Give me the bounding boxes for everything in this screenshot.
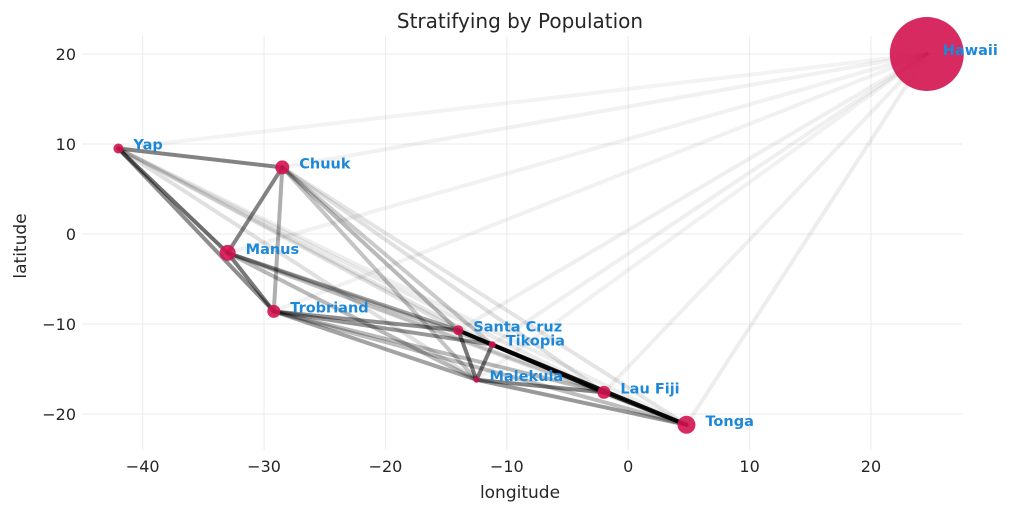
edge-line	[456, 328, 479, 382]
edge-line	[601, 52, 929, 395]
edge-line	[225, 250, 495, 347]
y-tick-label: 20	[56, 45, 76, 64]
y-tick-label: 10	[56, 135, 76, 154]
x-tick-label: −30	[247, 457, 281, 476]
x-axis-label: longitude	[480, 483, 560, 503]
edge-line	[116, 146, 495, 347]
edge-line	[116, 146, 285, 170]
y-tick-label: −20	[42, 405, 76, 424]
edge-line	[490, 52, 929, 347]
point-marker	[267, 304, 281, 318]
edge-line	[474, 342, 495, 382]
edge-line	[225, 250, 461, 333]
point-marker	[889, 17, 964, 91]
edge-line	[271, 309, 606, 395]
point-marker	[473, 376, 480, 383]
edge-line	[456, 52, 929, 333]
point-label: Trobriand	[290, 300, 368, 316]
edge-line	[225, 165, 285, 255]
x-tick-label: −20	[369, 457, 403, 476]
x-tick-label: 10	[739, 457, 759, 476]
edge-line	[225, 250, 479, 382]
edge-line	[271, 309, 479, 382]
edge-line	[280, 165, 495, 347]
point-marker	[453, 325, 464, 336]
point-label: Yap	[132, 138, 162, 154]
x-tick-label: 0	[623, 457, 633, 476]
point-label: Tikopia	[506, 334, 565, 350]
y-axis-label: latitude	[11, 213, 31, 278]
edge-line	[271, 52, 929, 314]
grid	[82, 36, 962, 450]
edge-line	[116, 146, 606, 395]
chart-title: Stratifying by Population	[397, 9, 643, 33]
y-tick-label: 0	[66, 225, 76, 244]
point-marker	[275, 160, 290, 175]
point-label: Lau Fiji	[620, 381, 679, 397]
tick-labels: −40 −30 −20 −10 0 10 20 −20 −10 0 10 20	[42, 45, 881, 476]
edge-line	[225, 52, 929, 255]
point-label: Malekula	[489, 369, 563, 385]
points	[113, 17, 964, 434]
point-marker	[677, 415, 696, 434]
edge-line	[116, 146, 689, 427]
edge-line	[280, 165, 689, 427]
edges	[116, 52, 929, 427]
edge-line	[280, 52, 929, 170]
edge-line	[225, 250, 606, 395]
edge-line	[456, 328, 495, 347]
point-marker	[113, 143, 124, 154]
point-label: Santa Cruz	[473, 319, 562, 335]
point-label: Chuuk	[299, 156, 351, 172]
edge-line	[280, 165, 479, 382]
edge-line	[684, 52, 929, 427]
point-marker	[488, 341, 496, 349]
edge-line	[225, 250, 276, 314]
point-label: Tonga	[705, 414, 753, 430]
point-marker	[219, 244, 236, 261]
edge-line	[271, 309, 495, 347]
y-tick-label: −10	[42, 315, 76, 334]
edge-line	[116, 146, 461, 333]
edge-line	[116, 52, 929, 151]
edge-line	[280, 165, 461, 333]
edge-line	[474, 377, 689, 427]
edge-line	[271, 309, 461, 333]
point-label: Manus	[246, 242, 299, 258]
edge-line	[474, 377, 606, 395]
x-tick-label: 20	[861, 457, 881, 476]
edge-line	[280, 165, 606, 395]
edge-line	[116, 146, 479, 382]
point-label: Hawaii	[943, 43, 998, 59]
point-marker	[597, 385, 611, 399]
x-tick-label: −40	[126, 457, 160, 476]
x-tick-label: −10	[490, 457, 524, 476]
edge-line	[116, 146, 230, 255]
edge-line	[271, 165, 285, 314]
edge-line	[490, 342, 689, 427]
edge-line	[474, 52, 929, 382]
